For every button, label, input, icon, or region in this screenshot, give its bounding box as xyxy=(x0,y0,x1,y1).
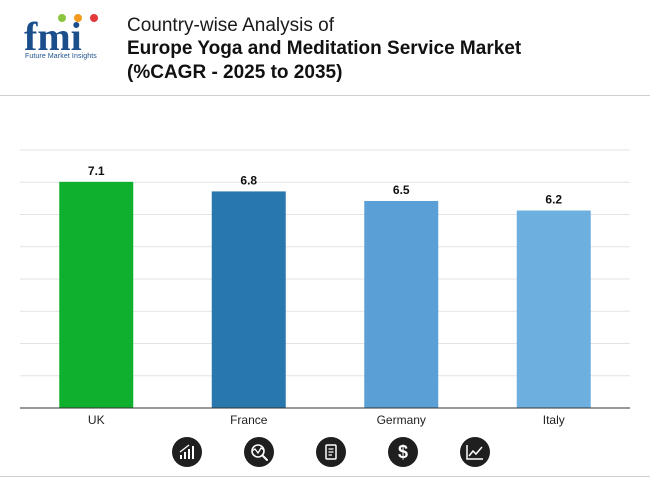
title-line-1: Country-wise Analysis of xyxy=(127,15,334,36)
logo-mark: fmi xyxy=(24,14,98,54)
value-label-italy: 6.2 xyxy=(545,193,562,207)
bar-italy[interactable] xyxy=(516,210,591,408)
bar-france[interactable] xyxy=(211,191,286,408)
bar-chart: 7.1 UK 6.8 France 6.5 Germany 6.2 Italy xyxy=(20,149,630,427)
logo-dot-orange xyxy=(74,14,82,22)
header: fmi Future Market Insights Country-wise … xyxy=(0,0,650,96)
category-label-france: France xyxy=(230,413,268,427)
bar-uk[interactable] xyxy=(59,181,134,408)
value-label-france: 6.8 xyxy=(240,173,257,187)
footer-icon-row: $ xyxy=(0,437,650,469)
bar-germany[interactable] xyxy=(364,200,439,408)
title-line-2: Europe Yoga and Meditation Service Marke… xyxy=(127,38,522,59)
category-label-italy: Italy xyxy=(543,413,565,427)
value-label-germany: 6.5 xyxy=(393,183,410,197)
chart-title: Country-wise Analysis of Europe Yoga and… xyxy=(127,14,627,85)
logo-dot-red xyxy=(90,14,98,22)
category-label-uk: UK xyxy=(88,413,105,427)
title-line-3: (%CAGR - 2025 to 2035) xyxy=(127,62,343,83)
logo-dot-green xyxy=(58,14,66,22)
footer-divider xyxy=(0,476,650,477)
fmi-logo[interactable]: fmi Future Market Insights xyxy=(22,12,112,66)
svg-text:$: $ xyxy=(398,442,408,462)
analysis-icon[interactable] xyxy=(244,437,274,467)
logo-letters: fmi xyxy=(24,14,82,54)
header-divider xyxy=(0,95,650,96)
category-label-germany: Germany xyxy=(377,413,426,427)
dollar-icon[interactable]: $ xyxy=(388,437,418,467)
bar-growth-icon[interactable] xyxy=(172,437,202,467)
report-icon[interactable] xyxy=(316,437,346,467)
trend-chart-icon[interactable] xyxy=(460,437,490,467)
logo-tagline: Future Market Insights xyxy=(25,53,97,60)
value-label-uk: 7.1 xyxy=(88,164,105,178)
